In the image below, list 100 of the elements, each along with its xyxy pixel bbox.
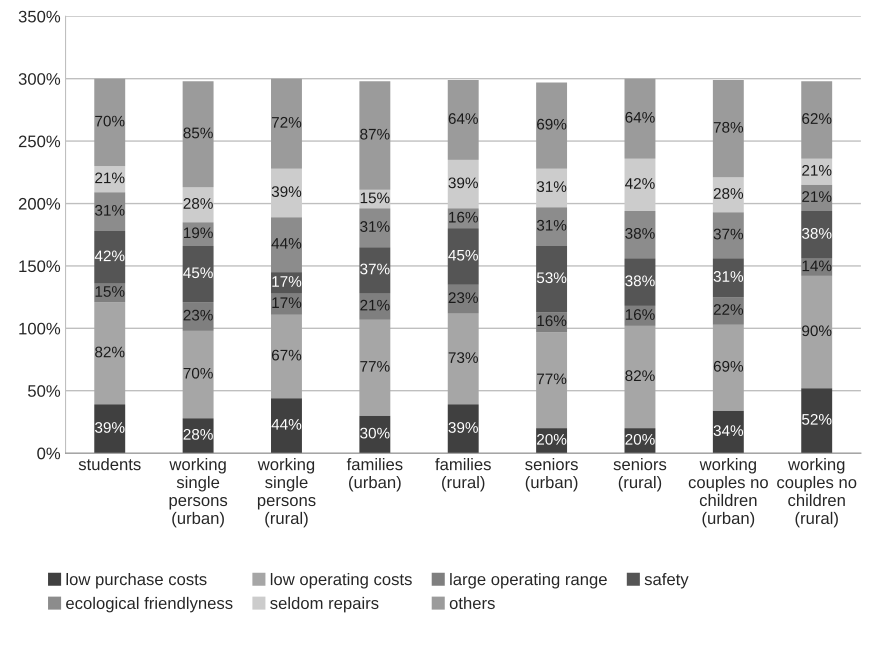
data-label: 17% xyxy=(272,276,302,287)
bar xyxy=(536,168,568,208)
data-label: 28% xyxy=(184,428,213,440)
data-label: 34% xyxy=(714,425,744,436)
data-label: 16% xyxy=(626,309,655,320)
data-label: 31% xyxy=(536,220,566,231)
data-label: 14% xyxy=(802,260,832,272)
bar xyxy=(712,324,744,411)
data-label: 69% xyxy=(537,118,566,130)
data-label: 31% xyxy=(360,221,390,232)
bar xyxy=(448,160,479,209)
data-label: 64% xyxy=(625,112,655,123)
x-tick-label: families (rural) xyxy=(435,458,491,492)
bar xyxy=(359,208,390,248)
bar xyxy=(536,82,568,169)
data-label: 21% xyxy=(802,164,832,176)
bar xyxy=(536,207,568,246)
x-tick-label: students xyxy=(78,458,141,470)
bar xyxy=(94,192,126,231)
bar xyxy=(94,230,126,284)
bar xyxy=(359,81,390,190)
x-tick-label: families (urban) xyxy=(346,458,402,492)
bar xyxy=(712,212,744,258)
y-tick-label: 100% xyxy=(19,322,60,335)
data-label: 67% xyxy=(272,350,302,361)
y-tick-label: 150% xyxy=(19,260,60,272)
data-label: 38% xyxy=(625,228,655,239)
bar xyxy=(712,258,744,298)
data-label: 44% xyxy=(272,419,302,430)
data-label: 62% xyxy=(802,113,832,124)
bar xyxy=(448,80,479,160)
x-tick-label: seniors (rural) xyxy=(614,458,666,492)
legend-label: large operating range xyxy=(450,572,607,589)
bar xyxy=(712,177,744,212)
legend-label: low purchase costs xyxy=(66,572,207,589)
data-label: 22% xyxy=(714,304,744,315)
data-label: 70% xyxy=(184,368,213,379)
data-label: 21% xyxy=(360,300,390,311)
data-label: 31% xyxy=(95,204,124,216)
data-label: 90% xyxy=(802,325,832,336)
x-tick-label: working single persons (urban) xyxy=(169,458,228,528)
bar xyxy=(359,247,390,294)
data-label: 64% xyxy=(448,113,478,124)
bar xyxy=(624,258,656,306)
bar xyxy=(94,302,126,404)
data-label: 15% xyxy=(360,192,390,204)
y-tick-label: 0% xyxy=(37,448,60,460)
data-label: 37% xyxy=(360,264,390,274)
data-label: 31% xyxy=(714,271,744,282)
legend-label: safety xyxy=(644,573,689,589)
data-label: 21% xyxy=(802,191,832,202)
bar xyxy=(94,404,126,454)
data-label: 77% xyxy=(537,373,566,384)
x-tick-label: working couples no children (rural) xyxy=(777,458,856,528)
bar xyxy=(182,246,214,302)
bar xyxy=(359,320,390,416)
data-label: 37% xyxy=(714,228,744,240)
bar xyxy=(182,81,214,188)
bar xyxy=(271,314,302,398)
data-label: 31% xyxy=(536,181,566,192)
data-label: 21% xyxy=(95,172,124,184)
y-tick-label: 200% xyxy=(18,198,60,210)
data-label: 39% xyxy=(448,177,478,188)
data-label: 70% xyxy=(95,116,124,126)
bar xyxy=(182,302,214,331)
bar xyxy=(624,211,656,258)
data-label: 28% xyxy=(714,188,744,199)
bar xyxy=(536,246,568,312)
legend-label: seldom repairs xyxy=(270,596,378,612)
bar xyxy=(94,78,126,166)
data-label: 17% xyxy=(272,297,302,308)
bar xyxy=(801,211,832,258)
bar xyxy=(712,80,744,178)
data-label: 53% xyxy=(536,272,566,284)
bar xyxy=(801,81,832,159)
data-label: 20% xyxy=(537,434,566,445)
data-label: 28% xyxy=(184,198,213,209)
y-tick-label: 50% xyxy=(28,385,60,397)
bar xyxy=(801,276,832,388)
bar xyxy=(712,410,744,454)
data-label: 19% xyxy=(184,227,213,238)
bar xyxy=(624,326,656,428)
x-tick-label: working single persons (rural) xyxy=(258,458,316,528)
data-label: 85% xyxy=(183,128,213,138)
legend-label: ecological friendlyness xyxy=(66,596,232,612)
data-label: 23% xyxy=(184,310,213,321)
data-label: 16% xyxy=(537,315,566,326)
data-label: 77% xyxy=(360,360,390,372)
data-label: 82% xyxy=(625,370,655,382)
bar xyxy=(801,388,832,454)
data-label: 44% xyxy=(272,238,302,249)
data-label: 82% xyxy=(95,346,124,358)
bar xyxy=(536,332,568,428)
data-label: 69% xyxy=(714,360,744,372)
x-tick-label: working couples no children (urban) xyxy=(688,458,768,528)
y-tick-label: 350% xyxy=(18,10,60,23)
data-label: 42% xyxy=(94,250,124,262)
bar xyxy=(801,158,832,185)
bar xyxy=(271,78,302,169)
data-label: 39% xyxy=(272,186,302,198)
